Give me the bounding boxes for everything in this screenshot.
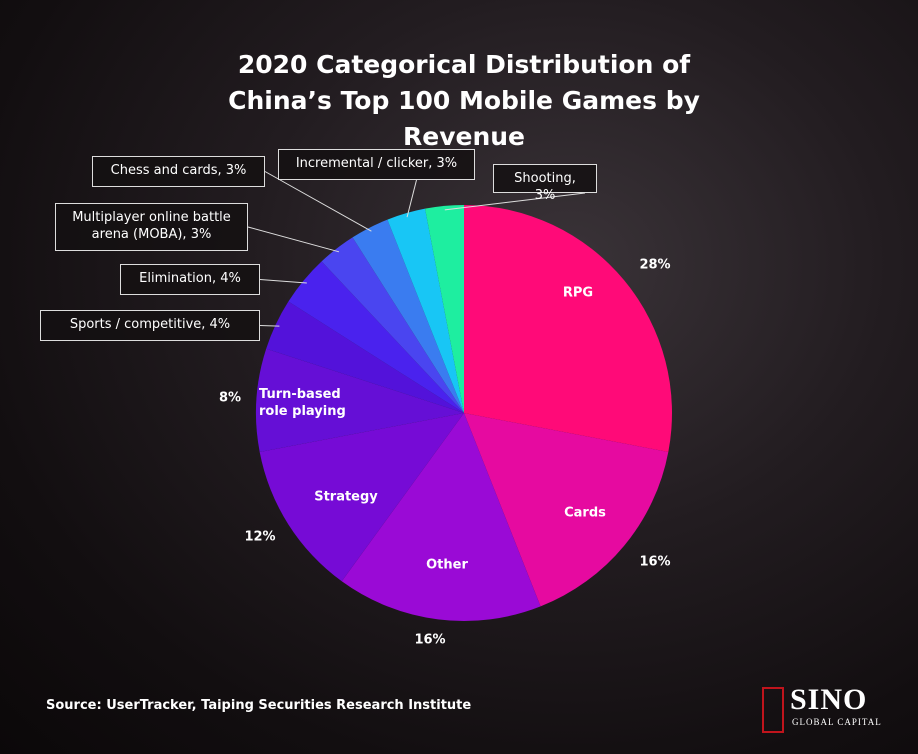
value-label: 28% [639,257,671,273]
logo-seal [762,687,784,733]
leader-line [444,192,586,211]
callout-label: Sports / competitive, 4% [40,310,260,341]
callout-label: Elimination, 4% [120,264,260,295]
pie-slice [259,413,464,582]
pie-slice [464,205,672,452]
pie-slice [464,413,669,607]
callout-label: Incremental / clicker, 3% [278,149,475,180]
leader-line [259,279,307,284]
leader-line [247,226,340,253]
slice-label: Other [426,557,468,573]
slice-label: Strategy [314,489,378,505]
chart-title: 2020 Categorical Distribution of China’s… [228,50,700,151]
leader-line [259,325,280,327]
pie-slice [321,237,464,413]
leader-line [264,171,372,232]
value-label: 8% [218,390,242,406]
value-label: 12% [244,529,276,545]
callout-label: Multiplayer online battle arena (MOBA), … [55,203,248,251]
pie-slice [341,413,541,622]
pie-slice [288,261,464,413]
pie-slice [387,208,464,413]
value-label: 16% [639,554,671,570]
slice-label: RPG [562,285,594,301]
pie-slice [352,219,464,413]
pie-slice [266,301,464,413]
logo-subtitle: GLOBAL CAPITAL [792,717,882,727]
pie-slice [256,348,464,452]
slice-label: Cards [564,505,606,521]
leader-line [406,179,417,218]
slice-label: Turn-based role playing [259,387,346,419]
value-label: 16% [414,632,446,648]
pie-slice [425,205,464,413]
source-note: Source: UserTracker, Taiping Securities … [46,698,472,713]
callout-label: Shooting, 3% [493,164,597,203]
callout-label: Chess and cards, 3% [92,156,265,187]
logo: SINO [790,683,868,716]
